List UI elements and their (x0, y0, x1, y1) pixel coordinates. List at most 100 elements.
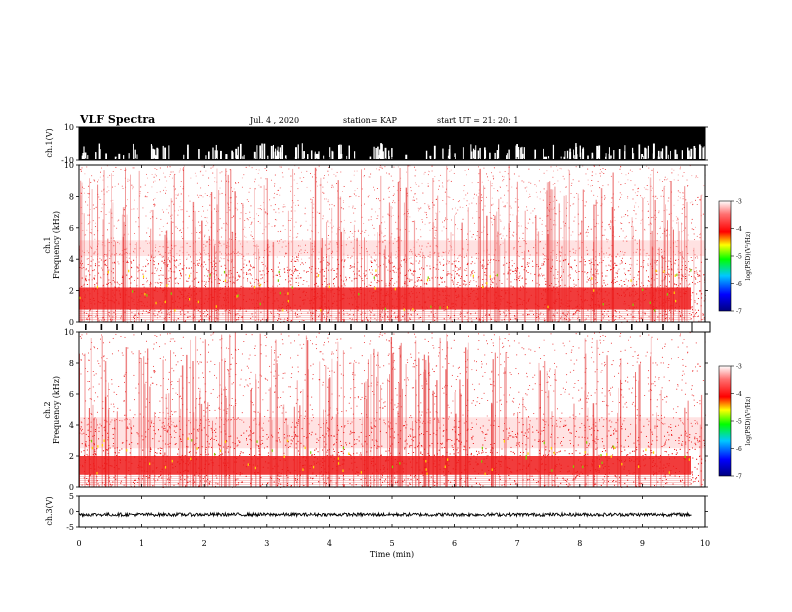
spectrogram-pixel (201, 216, 202, 217)
spectrogram-pixel (161, 275, 162, 276)
spectrogram-pixel (181, 236, 182, 237)
spectrogram-pixel (333, 226, 334, 227)
spectrogram-pixel (688, 261, 689, 262)
spectrogram-pixel (659, 179, 660, 180)
spectrogram-pixel (424, 212, 425, 213)
spectrogram-pixel (396, 272, 397, 273)
spectrogram-pixel (526, 191, 527, 192)
spectrogram-pixel (409, 279, 410, 280)
ch1-waveform-gap (605, 157, 607, 159)
spectrogram-pixel (168, 284, 169, 285)
spectrogram-pixel (180, 186, 181, 187)
spectrogram-pixel (453, 270, 454, 271)
spectrogram-pixel (150, 212, 151, 213)
ch1-waveform-gap (471, 151, 472, 159)
spectrogram-pixel (392, 208, 393, 209)
spectrogram-pixel (291, 310, 292, 311)
spectrogram-pixel (252, 316, 253, 317)
spectrogram-pixel (703, 185, 704, 186)
spectrogram-pixel (417, 277, 418, 278)
spectrogram-pixel (637, 260, 638, 261)
spectrogram-pixel (387, 270, 388, 271)
spectrogram-pixel (86, 269, 87, 270)
ch1-waveform-gap (205, 155, 206, 159)
spectrogram-pixel (177, 283, 178, 284)
spectrogram-pixel (621, 173, 622, 174)
spectrogram-pixel (332, 257, 333, 258)
spectrogram-pixel (369, 195, 370, 196)
ch1-waveform-gap (187, 148, 188, 159)
spectrogram-pixel (442, 230, 443, 231)
spectrogram-pixel (166, 181, 167, 182)
spectrogram-pixel (638, 206, 639, 207)
spectrogram-pixel (561, 168, 562, 169)
spectrogram-pixel (636, 285, 637, 286)
spectrogram-pixel (176, 320, 177, 321)
ch1-waveform-gap (479, 148, 480, 159)
spectrogram-pixel (152, 273, 153, 274)
spectrogram-pixel (227, 212, 228, 213)
spectrogram-pixel (518, 222, 519, 223)
spectrogram-pixel (293, 202, 294, 203)
spectrogram-pixel (669, 276, 670, 277)
spectrogram-pixel (536, 192, 537, 193)
spectrogram-pixel (570, 256, 571, 257)
spectrogram-pixel (134, 200, 135, 201)
spectrogram-pixel (147, 260, 148, 261)
spectrogram-pixel (544, 318, 545, 319)
spectrogram-pixel (435, 233, 436, 234)
spectrogram-pixel (127, 179, 128, 180)
spectrogram-pixel (265, 266, 266, 267)
spectrogram-pixel (587, 277, 588, 278)
ch1-waveform-gap (380, 143, 382, 159)
spectrogram-pixel (204, 275, 205, 276)
spectrogram-pixel (102, 204, 103, 205)
spectrogram-pixel (279, 166, 280, 167)
spectrogram-pixel (469, 284, 470, 285)
ch1-waveform-gap (665, 146, 667, 159)
spectrogram-pixel (294, 226, 295, 227)
spectrogram-pixel (503, 312, 504, 313)
spectrogram-pixel (137, 208, 138, 209)
ch1-waveform-gap (434, 146, 436, 159)
spectrogram-pixel (442, 185, 443, 186)
spectrogram-pixel (439, 211, 440, 212)
spectrogram-pixel (482, 264, 483, 265)
spectrogram-pixel (568, 312, 569, 313)
spectrogram-pixel (470, 280, 471, 281)
spectrogram-pixel (671, 169, 672, 170)
spectrogram-pixel (205, 264, 206, 265)
spectrogram-pixel (366, 274, 367, 275)
spectrogram-pixel (81, 169, 82, 170)
spectrogram-pixel (518, 199, 519, 200)
spectrogram-pixel (456, 267, 457, 268)
ch1-waveform-gap (152, 149, 153, 159)
ch1-waveform-ytick-label: 10 (64, 123, 74, 132)
spectrogram-pixel (539, 269, 540, 270)
spectrogram-pixel (637, 264, 638, 265)
spectrogram-pixel (416, 286, 417, 287)
spectrogram-pixel (635, 218, 636, 219)
ch1-waveform-gap (235, 149, 237, 159)
ch1-waveform-gap (118, 154, 120, 159)
spectrogram-pixel (608, 257, 609, 258)
spectrogram-pixel (280, 269, 281, 270)
spectrogram-pixel (186, 267, 187, 268)
spectrogram-pixel (306, 281, 307, 282)
spectrogram-pixel (259, 286, 260, 287)
spectrogram-pixel (251, 286, 252, 287)
spectrogram-pixel (615, 277, 616, 278)
spectrogram-pixel (614, 217, 615, 218)
spectrogram-pixel (543, 263, 544, 264)
spectrogram-pixel (476, 281, 477, 282)
spectrogram-pixel (649, 316, 650, 317)
spectrogram-pixel (518, 210, 519, 211)
ch1-waveform-gap (137, 154, 138, 159)
spectrogram-pixel (384, 222, 385, 223)
spectrogram-pixel (635, 202, 636, 203)
ch1-waveform-gap (133, 144, 134, 159)
spectrogram-pixel (586, 273, 587, 274)
spectrogram-pixel (303, 264, 304, 265)
spectrogram-pixel (449, 180, 450, 181)
